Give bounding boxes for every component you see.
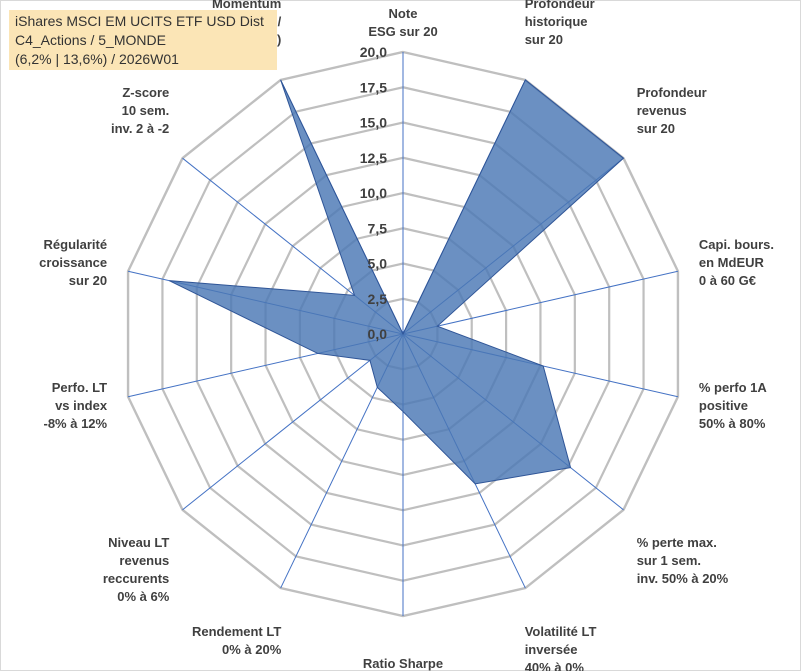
axis-label-5: % perte max. sur 1 sem. inv. 50% à 20% [637,535,729,586]
axis-label-10-line-1: vs index [55,398,108,413]
axis-label-9-line-3: 0% à 6% [117,589,169,604]
axis-label-4: % perfo 1A positive 50% à 80% [699,380,768,431]
axis-label-12-line-1: 10 sem. [122,103,170,118]
axis-label-7: Ratio Sharpe0 à 1 [363,656,443,671]
tick-label-6: 15,0 [360,115,387,131]
axis-label-3-line-1: en MdEUR [699,255,765,270]
axis-label-11: Régularité croissance sur 20 [39,237,107,288]
axis-label-2-line-1: revenus [637,103,687,118]
axis-label-1-line-1: historique [525,14,588,29]
axis-label-12-line-2: inv. 2 à -2 [111,121,169,136]
tick-label-5: 12,5 [360,150,387,166]
axis-spoke-9 [182,333,404,511]
axis-label-13-line-0: Momentum [212,0,281,11]
axis-label-9-line-2: reccurents [103,571,169,586]
axis-label-6-line-2: 40% à 0% [525,660,585,671]
tick-label-0: 0,0 [368,326,388,342]
tick-labels: 0,0 2,5 5,0 7,5 10,0 12,5 15,0 17,5 20,0 [360,44,387,342]
axis-label-3-line-0: Capi. bours. [699,237,774,252]
axis-label-6: Volatilité LT inversée 40% à 0% [525,624,597,671]
axis-label-9: Niveau LT revenus reccurents 0% à 6% [103,535,170,604]
axis-label-2-line-2: sur 20 [637,121,675,136]
axis-label-3: Capi. bours. en MdEUR 0 à 60 G€ [699,237,774,288]
axis-label-0-line-0: Note [389,6,418,21]
axis-label-1: Profondeur historique sur 20 [525,0,595,47]
axis-label-6-line-0: Volatilité LT [525,624,597,639]
axis-label-10-line-2: -8% à 12% [44,416,108,431]
chart-title: iShares MSCI EM UCITS ETF USD Dist C4_Ac… [9,10,277,70]
axis-label-2: Profondeur revenus sur 20 [637,85,707,136]
axis-label-0-line-1: ESG sur 20 [368,24,437,39]
axis-label-1-line-0: Profondeur [525,0,595,11]
tick-label-2: 5,0 [368,256,388,272]
axis-label-0: Note ESG sur 20 [368,6,437,39]
axis-label-4-line-1: positive [699,398,748,413]
tick-label-8: 20,0 [360,44,387,60]
series-layer [169,79,625,485]
axis-label-12: Z-score 10 sem. inv. 2 à -2 [111,85,169,136]
axis-label-11-line-0: Régularité [44,237,108,252]
axis-label-5-line-1: sur 1 sem. [637,553,701,568]
title-line-1: iShares MSCI EM UCITS ETF USD Dist [15,13,264,29]
axis-label-12-line-0: Z-score [122,85,169,100]
axis-label-9-line-0: Niveau LT [108,535,169,550]
tick-label-3: 7,5 [368,220,388,236]
axis-label-2-line-0: Profondeur [637,85,707,100]
axis-label-10: Perfo. LT vs index -8% à 12% [44,380,108,431]
axis-label-8-line-0: Rendement LT [192,624,281,639]
axis-label-5-line-0: % perte max. [637,535,717,550]
axis-spoke-3 [402,270,679,335]
tick-label-4: 10,0 [360,185,387,201]
tick-label-1: 2,5 [368,291,388,307]
axis-label-8: Rendement LT 0% à 20% [192,624,282,657]
axis-label-4-line-0: % perfo 1A [699,380,768,395]
axis-label-5-line-2: inv. 50% à 20% [637,571,729,586]
tick-label-7: 17,5 [360,79,387,95]
axis-label-7-line-0: Ratio Sharpe [363,656,443,671]
axis-label-10-line-0: Perfo. LT [52,380,107,395]
title-line-3: (6,2% | 13,6%) / 2026W01 [15,51,179,67]
axis-label-9-line-1: revenus [119,553,169,568]
axis-label-1-line-2: sur 20 [525,32,563,47]
axis-label-11-line-2: sur 20 [69,273,107,288]
axis-label-6-line-1: inversée [525,642,578,657]
axis-label-3-line-2: 0 à 60 G€ [699,273,756,288]
axis-label-8-line-1: 0% à 20% [222,642,282,657]
axis-label-11-line-1: croissance [39,255,107,270]
axis-label-4-line-2: 50% à 80% [699,416,766,431]
title-line-2: C4_Actions / 5_MONDE [15,32,166,48]
